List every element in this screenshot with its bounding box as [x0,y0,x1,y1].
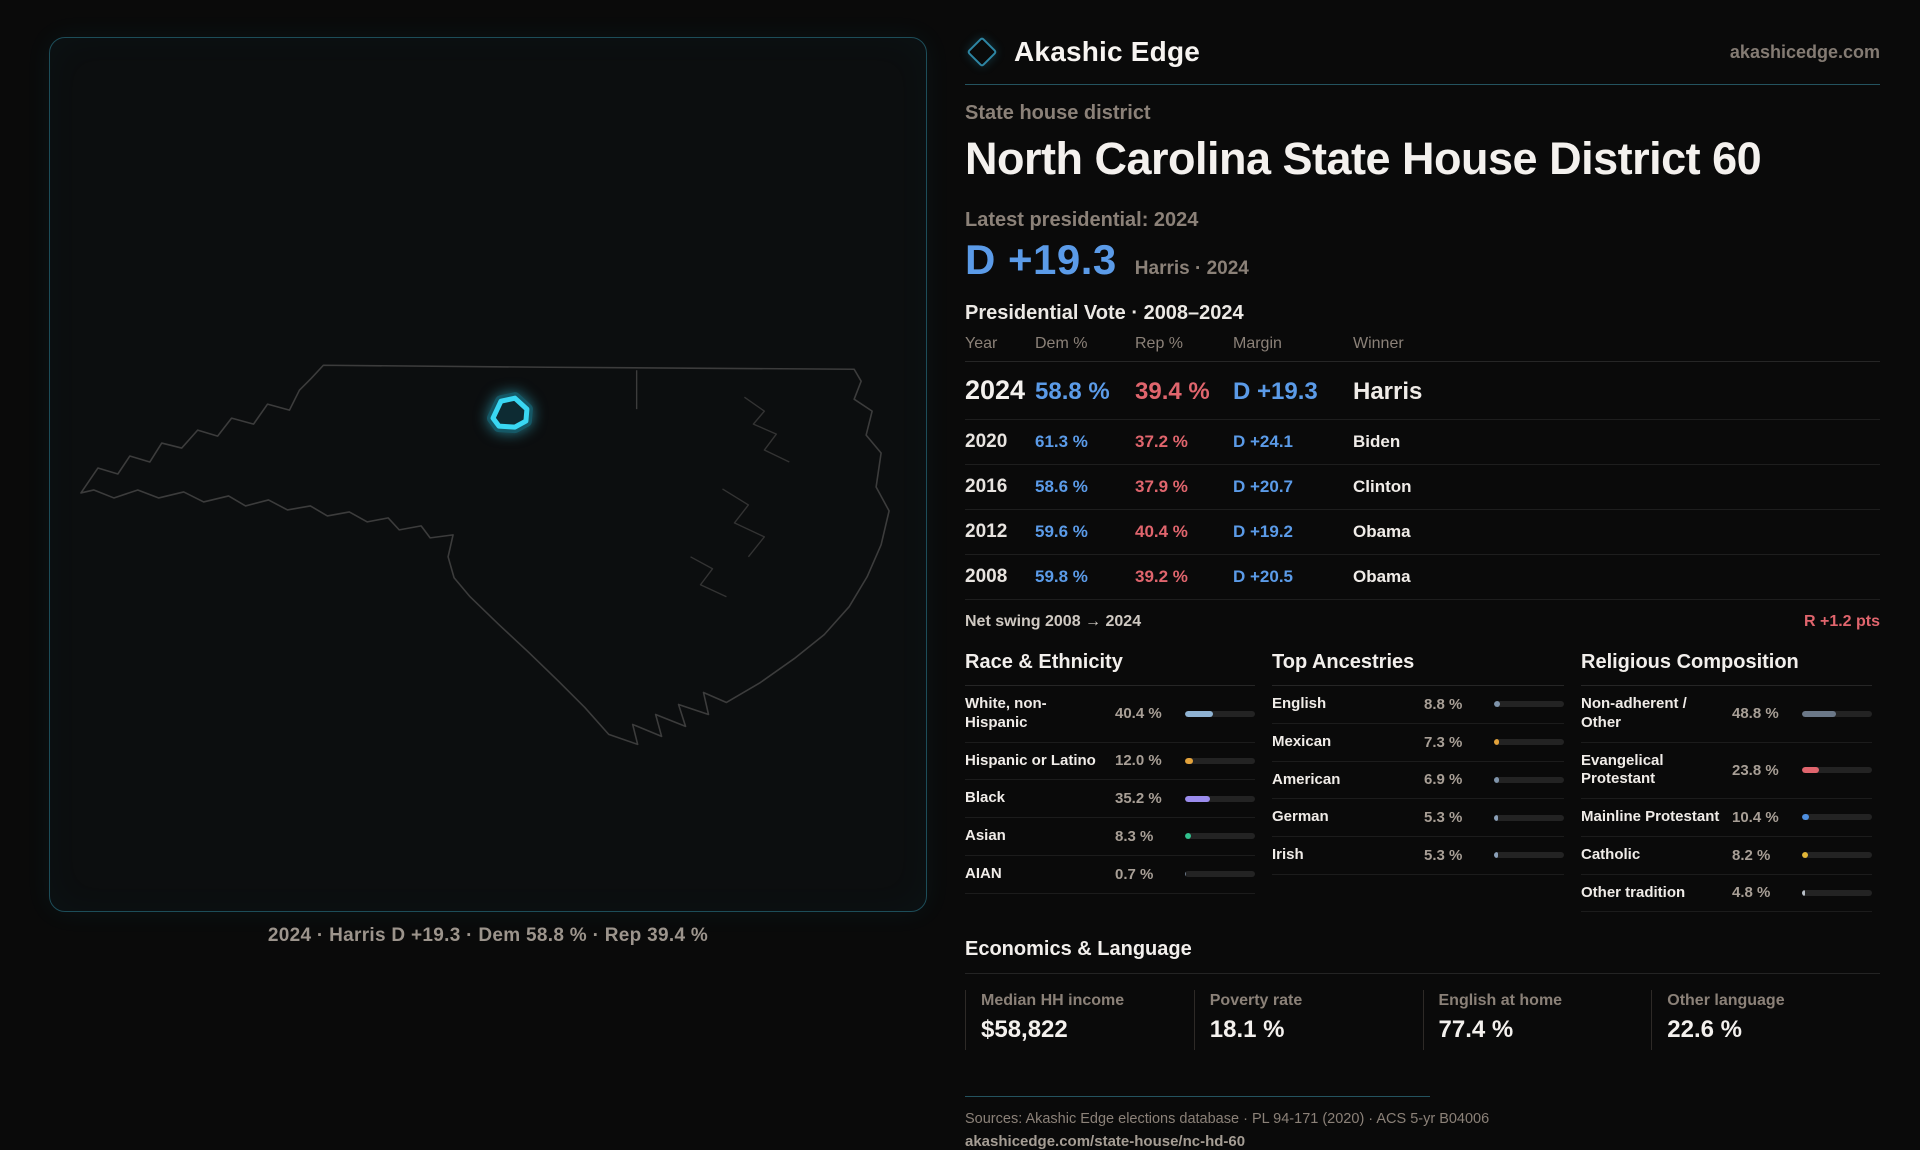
bar-chart [1185,757,1255,764]
table-row: 2024 58.8 % 39.4 % D +19.3 Harris [965,362,1880,420]
district-60-highlight [487,392,533,434]
bar-chart [1185,833,1255,840]
latest-presidential-label: Latest presidential: 2024 [965,209,1199,231]
table-header-row: Year Dem % Rep % Margin Winner [965,325,1880,362]
district-map-panel [49,37,927,912]
brand-name: Akashic Edge [1014,36,1201,67]
bar-chart [1185,795,1255,802]
table-row: 2016 58.6 % 37.9 % D +20.7 Clinton [965,465,1880,510]
sources-line: Sources: Akashic Edge elections database… [965,1111,1490,1128]
demo-row: White, non-Hispanic 40.4 % [965,686,1255,743]
bar-chart [1185,871,1255,878]
map-caption: 2024 · Harris D +19.3 · Dem 58.8 % · Rep… [267,925,709,946]
brand-diamond-icon [966,36,998,68]
religious-composition-panel: Religious Composition Non-adherent / Oth… [1581,651,1872,913]
col-rep: Rep % [1135,335,1184,352]
bar-chart [1802,852,1872,859]
vote-table-title: Presidential Vote · 2008–2024 [965,302,1244,324]
brand-domain: akashicedge.com [1729,41,1880,62]
demo-row: German 5.3 % [1272,799,1564,837]
economics-title: Economics & Language [965,938,1880,975]
table-row: 2008 59.8 % 39.2 % D +20.5 Obama [965,555,1880,600]
latest-winner-note: Harris · 2024 [1134,258,1249,279]
page-title: North Carolina State House District 60 [965,133,1762,184]
demo-row: Irish 5.3 % [1272,837,1564,875]
demo-row: Non-adherent / Other 48.8 % [1581,686,1872,743]
bar-chart [1494,739,1564,746]
net-swing-label: Net swing 2008 → 2024 [965,613,1142,630]
race-ethnicity-panel: Race & Ethnicity White, non-Hispanic 40.… [965,651,1255,912]
panel-title: Top Ancestries [1272,651,1564,686]
col-dem: Dem % [1035,335,1088,352]
bar-chart [1802,889,1872,896]
net-swing-value: R +1.2 pts [1803,613,1880,630]
eyebrow-label: State house district [965,102,1151,124]
demo-row: Hispanic or Latino 12.0 % [965,743,1255,781]
demo-row: Catholic 8.2 % [1581,837,1872,875]
stat-median-income: Median HH income $58,822 [965,990,1194,1051]
bar-chart [1494,701,1564,708]
col-margin: Margin [1233,335,1282,352]
demo-row: Evangelical Protestant 23.8 % [1581,743,1872,799]
panel-title: Race & Ethnicity [965,651,1255,686]
net-swing-row: Net swing 2008 → 2024 R +1.2 pts [965,600,1880,645]
col-year: Year [965,335,998,352]
permalink: akashicedge.com/state-house/nc-hd-60 [965,1133,1246,1150]
top-ancestries-panel: Top Ancestries English 8.8 % Mexican 7.3… [1272,651,1564,912]
stat-other-language: Other language 22.6 % [1651,990,1880,1051]
presidential-vote-table: Year Dem % Rep % Margin Winner 2024 58.8… [965,325,1880,600]
table-row: 2020 61.3 % 37.2 % D +24.1 Biden [965,420,1880,465]
detail-column: Akashic Edge akashicedge.com State house… [965,0,1880,1150]
bar-chart [1802,767,1872,774]
demo-row: Black 35.2 % [965,780,1255,818]
latest-margin-value: D +19.3 [965,236,1117,283]
bar-chart [1494,852,1564,859]
col-winner: Winner [1353,335,1404,352]
demo-row: AIAN 0.7 % [965,856,1255,894]
stat-poverty-rate: Poverty rate 18.1 % [1193,990,1423,1051]
table-row: 2012 59.6 % 40.4 % D +19.2 Obama [965,510,1880,555]
bar-chart [1494,814,1564,821]
stat-english-at-home: English at home 77.4 % [1422,990,1652,1051]
footer-divider [965,1096,1430,1098]
demo-row: Mainline Protestant 10.4 % [1581,799,1872,837]
demographics-section: Race & Ethnicity White, non-Hispanic 40.… [965,651,1880,913]
demo-row: Asian 8.3 % [965,818,1255,856]
bar-chart [1802,710,1872,717]
coastal-sounds [690,396,790,598]
header-divider [965,84,1880,85]
demo-row: Other tradition 4.8 % [1581,875,1872,913]
bar-chart [1802,814,1872,821]
demo-row: American 6.9 % [1272,762,1564,800]
demo-row: English 8.8 % [1272,686,1564,724]
economics-stats: Median HH income $58,822 Poverty rate 18… [965,990,1880,1051]
bar-chart [1185,710,1255,717]
bar-chart [1494,776,1564,783]
state-outline [80,364,890,746]
panel-title: Religious Composition [1581,651,1872,686]
header: Akashic Edge akashicedge.com [965,32,1880,72]
demo-row: Mexican 7.3 % [1272,724,1564,762]
north-carolina-map [80,364,890,746]
